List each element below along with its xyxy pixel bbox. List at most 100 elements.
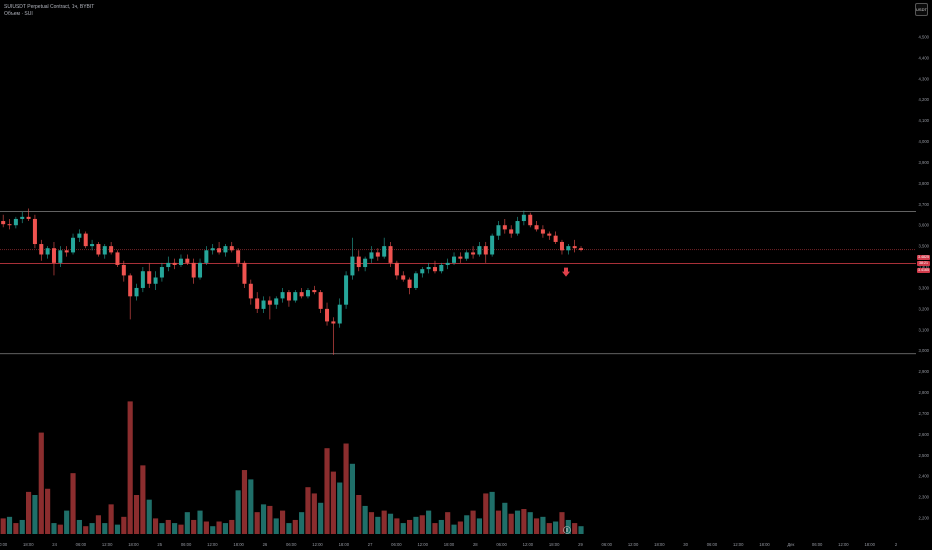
candle-body — [178, 258, 183, 265]
volume-bar — [368, 512, 375, 534]
x-tick-label: 06:00 — [602, 542, 613, 547]
x-tick-label: 30 — [683, 542, 688, 547]
y-tick-label: 3,600 — [919, 223, 930, 228]
countdown-mark — [566, 528, 568, 532]
volume-bar — [400, 523, 406, 534]
volume-bar — [330, 471, 336, 534]
x-tick-label: 24 — [52, 542, 57, 547]
volume-bar — [13, 523, 19, 534]
candle-body — [7, 224, 12, 226]
x-tick-label: 2 — [895, 542, 898, 547]
price-axis[interactable]: 4,500 4,400 4,300 4,200 4,100 4,000 3,900 3,800… — [919, 35, 930, 521]
volume-bar — [476, 518, 482, 534]
volume-bar — [210, 526, 216, 534]
volume-bar — [305, 487, 311, 534]
countdown-circle-icon — [563, 526, 571, 534]
candle-body — [128, 275, 133, 297]
x-tick-label: 27 — [368, 542, 373, 547]
candle-body — [579, 248, 584, 250]
volume-bar — [248, 479, 254, 534]
candle-body — [312, 290, 317, 293]
x-tick-label: 28 — [473, 542, 478, 547]
x-tick-label: 06:00 — [181, 542, 192, 547]
candle-body — [204, 250, 209, 263]
candle-body — [109, 246, 114, 253]
candle-body — [445, 262, 450, 265]
volume-bar — [540, 516, 546, 534]
volume-bar — [553, 521, 559, 534]
candle-body — [464, 252, 469, 259]
candle-body — [261, 300, 266, 309]
candle-body — [477, 246, 482, 255]
y-tick-label: 2,400 — [919, 474, 930, 479]
candle-body — [39, 244, 44, 255]
y-tick-label: 4,200 — [919, 97, 930, 102]
volume-bar — [260, 504, 267, 534]
candle-body — [490, 235, 495, 255]
volume-bar — [280, 510, 286, 534]
volume-bar — [216, 521, 222, 534]
volume-bar — [26, 491, 32, 534]
currency-button[interactable]: USDT — [915, 3, 928, 16]
candle-body — [172, 262, 177, 265]
candle-body — [286, 292, 291, 301]
candle-body — [344, 275, 349, 305]
volume-bar — [267, 505, 273, 534]
volume-bar — [114, 524, 121, 534]
x-tick-label: 26 — [263, 542, 268, 547]
candle-body — [483, 246, 488, 255]
candle-body — [242, 262, 247, 284]
candle-body — [521, 214, 526, 222]
candle-body — [51, 248, 56, 263]
candle-body — [166, 262, 171, 268]
volume-bar — [76, 519, 82, 534]
x-tick-label: 12:00 — [207, 542, 218, 547]
x-tick-label: 29 — [578, 542, 583, 547]
x-tick-label: 06:00 — [707, 542, 718, 547]
x-tick-label: 12:00 — [838, 542, 849, 547]
volume-bar — [241, 470, 248, 534]
volume-bar — [184, 512, 190, 534]
volume-bar — [197, 510, 203, 534]
x-tick-label: 18:00 — [759, 542, 770, 547]
down-arrow-icon — [562, 267, 570, 277]
candle-body — [96, 244, 101, 255]
volume-bar — [32, 495, 38, 534]
volume-bar — [514, 510, 521, 534]
candle-body — [293, 292, 298, 301]
volume-bar — [172, 523, 178, 534]
candle-body — [375, 252, 380, 257]
candle-body — [191, 262, 196, 278]
y-tick-label: 4,400 — [919, 55, 930, 60]
x-tick-label: 18:00 — [444, 542, 455, 547]
candle-body — [337, 304, 342, 324]
volume-bar — [203, 521, 209, 534]
volume-bar — [51, 523, 57, 534]
volume-bar — [153, 518, 159, 534]
candle-body — [496, 225, 501, 236]
y-tick-label: 3,700 — [919, 202, 930, 207]
volume-bar — [178, 524, 184, 534]
candle-body — [83, 233, 88, 247]
candle-body — [559, 241, 564, 251]
candle-body — [223, 246, 228, 253]
candle-body — [401, 275, 406, 280]
volume-bar — [426, 510, 432, 534]
candle-body — [305, 290, 310, 297]
y-tick-label: 3,900 — [919, 160, 930, 165]
y-tick-label: 2,900 — [919, 369, 930, 374]
symbol-title[interactable]: SUIUSDT Perpetual Contract, 1ч, BYBIT — [4, 4, 95, 10]
x-tick-label: 06:00 — [76, 542, 87, 547]
volume-bar — [394, 518, 400, 534]
y-tick-label: 4,000 — [919, 139, 930, 144]
candle-body — [420, 269, 425, 274]
volume-bar — [165, 519, 171, 534]
candle-body — [159, 267, 164, 278]
volume-bar — [38, 432, 44, 534]
volume-indicator-label[interactable]: Объем · SUI — [4, 11, 33, 17]
volume-bar — [578, 526, 584, 534]
volume-bar — [508, 513, 514, 534]
time-axis[interactable]: 00:00 18:00 24 06:00 12:00 18:00 25 06:00 12:00 1… — [0, 542, 898, 547]
volume-bar — [534, 518, 540, 534]
